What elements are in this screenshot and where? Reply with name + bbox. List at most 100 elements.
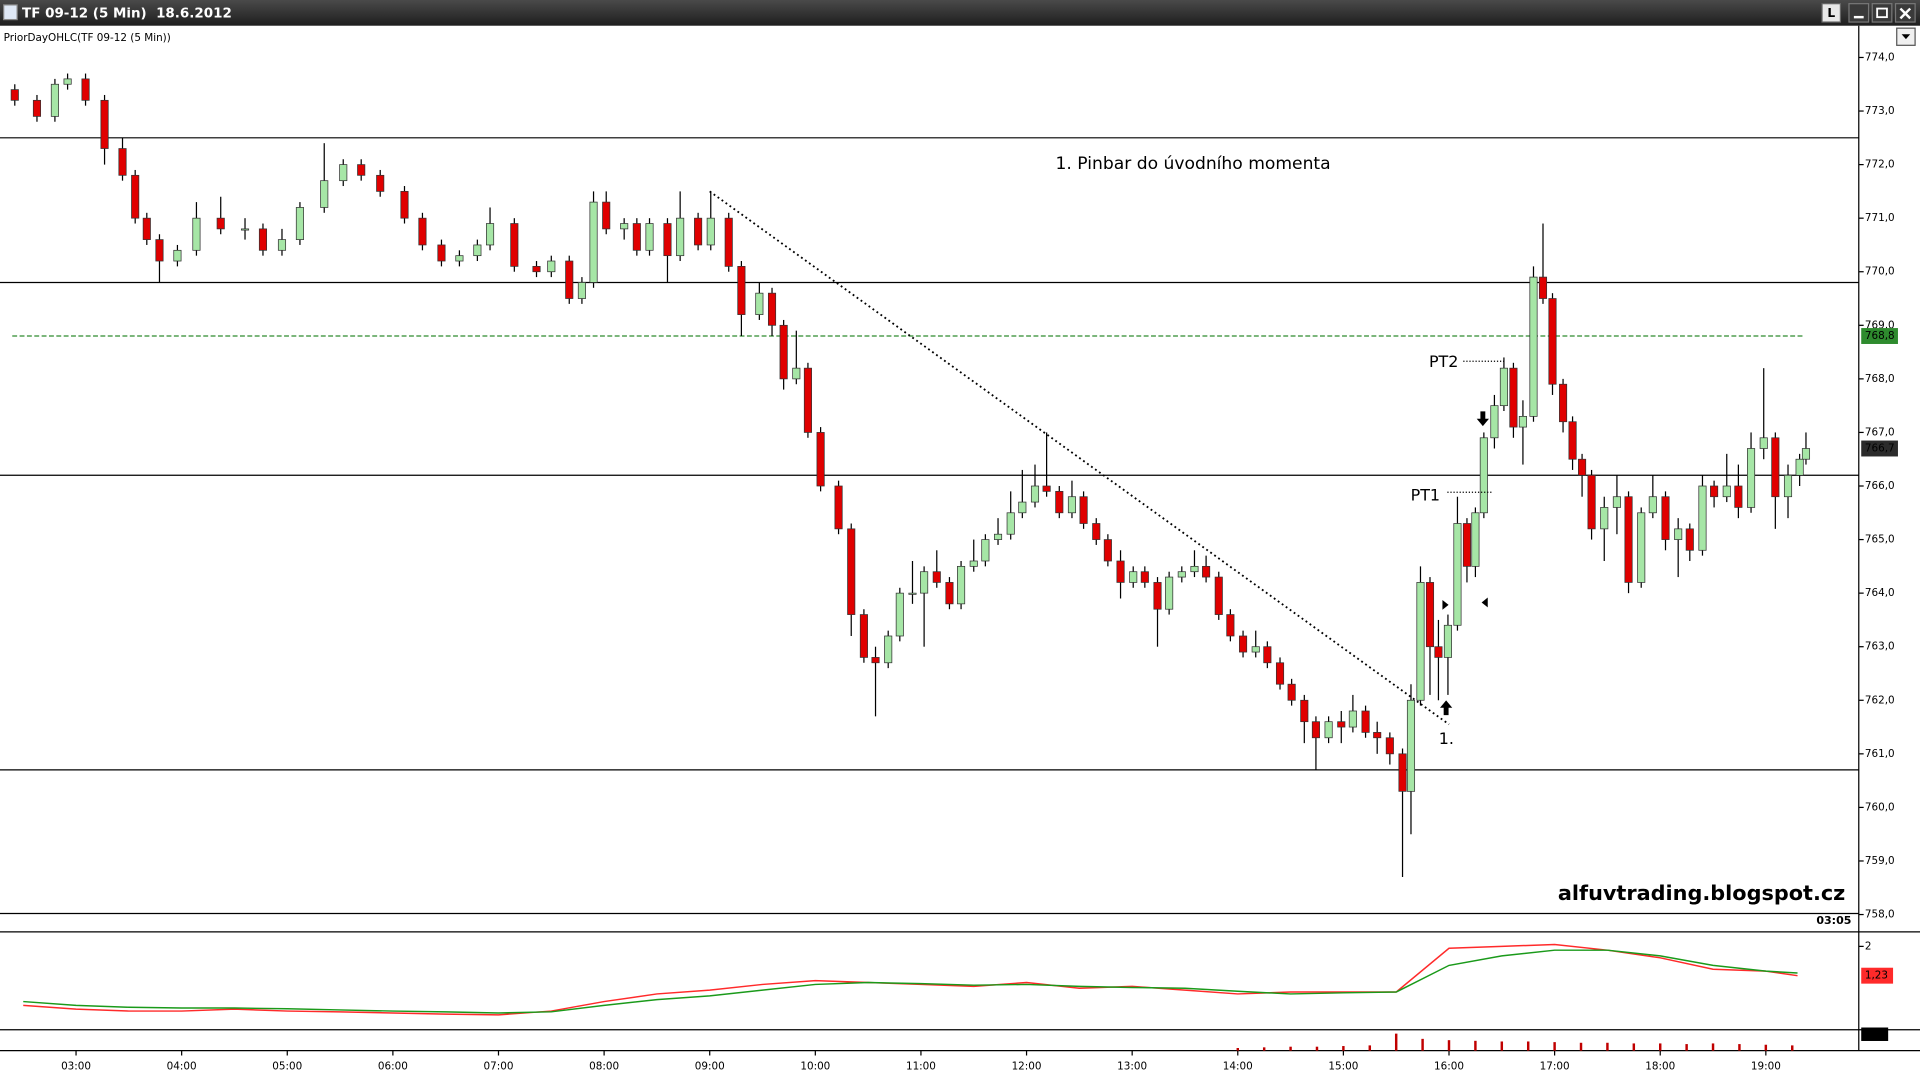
y-tick-label: 769,0 xyxy=(1865,319,1895,331)
minimize-button[interactable] xyxy=(1848,3,1870,23)
candle-body xyxy=(1042,485,1051,492)
candle-body xyxy=(1324,721,1333,739)
volume-bar xyxy=(1500,1041,1504,1051)
annotation: alfuvtrading.blogspot.cz xyxy=(1558,881,1845,905)
volume-bar xyxy=(1764,1044,1768,1051)
candle-body xyxy=(1568,421,1577,460)
candle-body xyxy=(1337,721,1346,728)
annotation: 1. Pinbar do úvodního momenta xyxy=(1056,154,1331,174)
candle-body xyxy=(1416,582,1425,701)
annotation: PT1 xyxy=(1411,485,1440,504)
candle-body xyxy=(1587,474,1596,530)
x-tick-label: 10:00 xyxy=(800,1061,830,1073)
candle-body xyxy=(779,324,788,380)
layout-button[interactable] xyxy=(1821,3,1842,23)
candle-body xyxy=(1140,571,1149,583)
x-tick-label: 18:00 xyxy=(1645,1061,1675,1073)
candle-body xyxy=(532,266,541,273)
candle-body xyxy=(1067,496,1077,514)
candle-body xyxy=(240,228,250,231)
value-marker xyxy=(1861,967,1894,984)
y-tick-label: 766,0 xyxy=(1865,480,1895,492)
volume-bar xyxy=(1342,1046,1345,1051)
volume-bar xyxy=(1711,1043,1715,1051)
candle-body xyxy=(1529,276,1538,417)
y-tick-label: 774,0 xyxy=(1865,51,1895,63)
volume-bar xyxy=(1553,1042,1556,1051)
y-tick-label: 770,0 xyxy=(1865,266,1895,278)
marker-right xyxy=(1442,600,1449,610)
candle-body xyxy=(1471,512,1480,567)
candle-body xyxy=(1479,437,1488,514)
x-tick-label: 04:00 xyxy=(167,1061,197,1073)
candle-body xyxy=(1055,490,1064,514)
candle-body xyxy=(1600,507,1609,530)
y-tick-label: 771,0 xyxy=(1865,212,1895,224)
candle-body xyxy=(1116,560,1125,583)
volume-bar xyxy=(1474,1040,1477,1051)
volume-bar xyxy=(1791,1045,1794,1051)
candle-body xyxy=(10,89,19,101)
chart-title: TF 09-12 (5 Min) 18.6.2012 xyxy=(22,6,232,21)
volume-bar xyxy=(1579,1042,1583,1051)
candle-body xyxy=(920,571,929,594)
candle-body xyxy=(100,99,109,149)
candle-body xyxy=(339,164,348,182)
candle-body xyxy=(32,99,42,117)
candle-body xyxy=(1710,485,1719,498)
candle-body xyxy=(1801,448,1811,460)
candle-body xyxy=(295,207,304,240)
candle-body xyxy=(969,560,978,567)
candle-body xyxy=(1453,523,1462,626)
candle-body xyxy=(847,528,856,615)
candle-body xyxy=(192,217,201,251)
y-tick-label: 767,0 xyxy=(1865,426,1895,438)
candle-body xyxy=(1425,582,1435,648)
marker-left xyxy=(1481,597,1488,608)
title-bar xyxy=(0,0,1920,26)
candle-body xyxy=(1734,485,1743,508)
candle-body xyxy=(1030,485,1040,503)
candle-body xyxy=(1226,614,1235,637)
candle-body xyxy=(803,367,812,433)
app-icon xyxy=(3,4,18,21)
candle-body xyxy=(142,217,151,240)
y-tick-label: 762,0 xyxy=(1865,694,1895,706)
candle-body xyxy=(589,201,598,283)
candle-body xyxy=(1648,496,1657,514)
candle-body xyxy=(63,78,72,85)
candle-body xyxy=(908,592,917,595)
candle-body xyxy=(1287,683,1296,701)
annotation: PT2 xyxy=(1429,352,1458,371)
candle-body xyxy=(1103,539,1112,562)
candle-body xyxy=(216,217,225,230)
volume-bar xyxy=(1421,1038,1424,1051)
candle-body xyxy=(277,239,287,251)
x-tick-label: 08:00 xyxy=(589,1061,619,1073)
y-tick-label: 772,0 xyxy=(1865,159,1895,171)
volume-bar xyxy=(1632,1043,1636,1051)
candle-body xyxy=(320,180,329,208)
candle-body xyxy=(81,78,90,101)
candle-body xyxy=(620,223,629,230)
candle-body xyxy=(1462,523,1471,567)
candle-body xyxy=(455,255,464,262)
candle-body xyxy=(602,201,611,230)
candle-body xyxy=(1385,737,1394,755)
candle-body xyxy=(1311,721,1320,739)
candle-body xyxy=(663,223,672,257)
candle-body xyxy=(1129,571,1138,583)
candle-body xyxy=(1239,635,1248,653)
maximize-button[interactable] xyxy=(1871,3,1893,23)
candle-body xyxy=(1722,485,1731,498)
candle-body xyxy=(1795,458,1804,476)
candle-body xyxy=(1300,699,1309,723)
candle-body xyxy=(486,223,495,246)
candle-body xyxy=(1548,298,1557,385)
candle-body xyxy=(1165,576,1174,610)
candle-body xyxy=(895,592,904,637)
volume-bar xyxy=(1315,1046,1319,1051)
candle-body xyxy=(724,217,733,267)
candle-body xyxy=(1275,662,1285,685)
